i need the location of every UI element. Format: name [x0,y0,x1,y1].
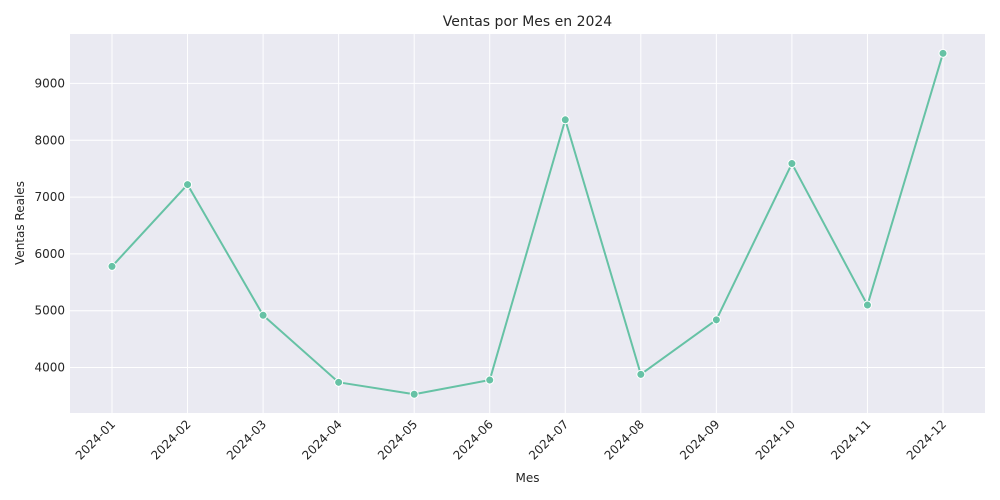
data-point [409,389,419,399]
x-axis-label: Mes [516,471,540,485]
x-tick-label: 2024-04 [299,417,344,462]
y-tick-label: 5000 [34,304,65,318]
data-point [183,180,193,190]
x-tick-label: 2024-07 [526,417,571,462]
data-point [107,261,117,271]
data-point [258,310,268,320]
data-point [334,377,344,387]
y-tick-label: 6000 [34,247,65,261]
x-tick-label: 2024-05 [375,417,420,462]
y-tick-label: 8000 [34,133,65,147]
data-point [711,315,721,325]
data-point [938,48,948,58]
grid-lines [70,34,985,413]
x-tick-label: 2024-01 [73,417,118,462]
x-tick-label: 2024-03 [224,417,269,462]
series-line [111,53,944,396]
x-tick-label: 2024-10 [753,417,798,462]
chart-title: Ventas por Mes en 2024 [443,14,613,30]
y-tick-label: 9000 [34,76,65,90]
y-tick-label: 7000 [34,190,65,204]
data-point [787,159,797,169]
plot-background [70,34,985,413]
x-tick-labels: 2024-01 2024-02 2024-03 2024-04 2024-05 2024-… [73,417,949,462]
series-group [107,48,948,399]
data-point [862,300,872,310]
data-point [560,115,570,125]
x-tick-label: 2024-08 [602,417,647,462]
x-tick-label: 2024-12 [904,417,949,462]
y-axis-label: Ventas Reales [13,181,27,265]
x-tick-label: 2024-02 [148,417,193,462]
data-point [485,375,495,385]
x-tick-label: 2024-11 [828,417,873,462]
x-tick-label: 2024-09 [677,417,722,462]
data-point [636,369,646,379]
y-tick-labels: 4000 5000 6000 7000 8000 9000 [34,76,65,374]
y-tick-label: 4000 [34,361,65,375]
x-tick-label: 2024-06 [450,417,495,462]
